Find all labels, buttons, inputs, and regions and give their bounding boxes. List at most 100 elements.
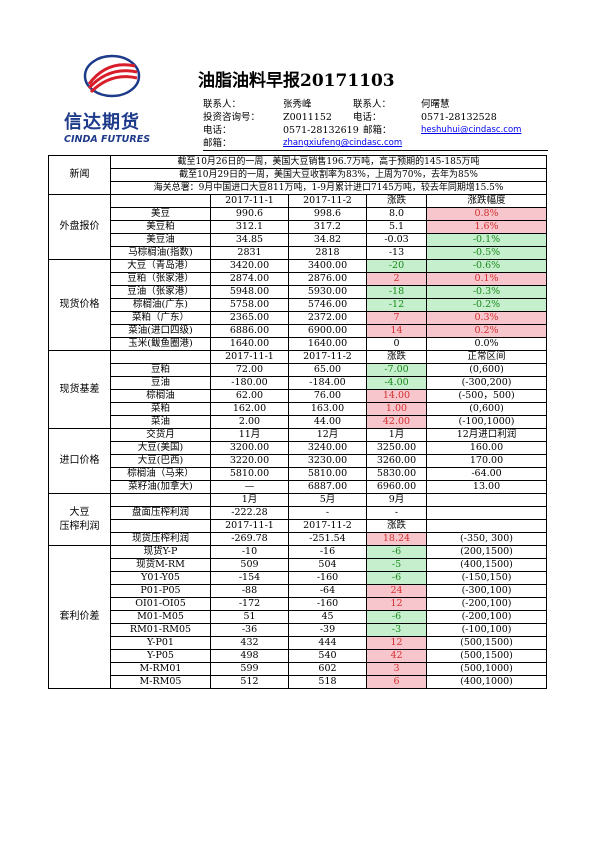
cell-value: 998.6	[288, 207, 367, 221]
cell-value: -10	[210, 545, 289, 559]
cell-value: 6886.00	[210, 324, 289, 338]
cell-value: -88	[210, 584, 289, 598]
header-cell: 交货月	[110, 428, 211, 442]
report-header: 信达期货 CINDA FUTURES 油脂油料早报20171103 联系人： 张…	[48, 46, 548, 156]
header-cell: 12月进口利润	[425, 428, 548, 442]
cell-change: 7	[366, 311, 427, 325]
header-cell: 涨跌	[366, 350, 427, 364]
cell-value: 5930.00	[288, 285, 367, 299]
cell-change: 12	[366, 597, 427, 611]
header-cell: 涨跌	[366, 194, 427, 208]
crush-label-line1: 大豆	[69, 506, 90, 518]
table-row: 豆油（张家港） 5948.00 5930.00 -18 -0.3%	[49, 285, 548, 299]
cell-percent: 1.6%	[425, 220, 548, 234]
cell-value: 2818	[288, 246, 367, 260]
cell-value: 5758.00	[210, 298, 289, 312]
table-row: 美豆 990.6 998.6 8.0 0.8%	[49, 207, 548, 221]
cell-value: -	[288, 506, 367, 520]
email-link-1[interactable]: zhangxiufeng@cindasc.com	[283, 138, 403, 148]
header-cell: 5月	[288, 493, 367, 507]
cell-value: -184.00	[288, 376, 367, 390]
cell-value: 498	[210, 649, 289, 663]
cell-change: 42	[366, 649, 427, 663]
table-row: M-RM01 599 602 3 (500,1000)	[49, 662, 548, 676]
cell-change: -6	[366, 571, 427, 585]
table-row: 盘面压榨利润 -222.28 - -	[49, 506, 548, 520]
row-label: 菜粕	[110, 402, 211, 416]
cell-value: 162.00	[210, 402, 289, 416]
row-label: 大豆(巴西)	[110, 454, 211, 468]
row-label: 豆油	[110, 376, 211, 390]
cell-value: 509	[210, 558, 289, 572]
cell-value: 62.00	[210, 389, 289, 403]
news-line: 截至10月29日的一周，美国大豆收割率为83%，上周为70%，去年为85%	[109, 168, 548, 182]
cell-value: 444	[288, 636, 367, 650]
cell-change: 18.24	[366, 532, 427, 546]
cell-percent: -0.3%	[425, 285, 548, 299]
cell-value: 76.00	[288, 389, 367, 403]
cell-value: 512	[210, 675, 289, 689]
cell-change: 42.00	[366, 415, 427, 429]
report-title: 油脂油料早报20171103	[198, 71, 395, 91]
table-row: M01-M05 51 45 -6 (-200,100)	[49, 610, 548, 624]
cell-value: -269.78	[210, 532, 289, 546]
cell-value: 1640.00	[288, 337, 367, 351]
header-cell: 涨跌幅度	[425, 194, 548, 208]
row-label: 菜粕（广东）	[110, 311, 211, 325]
cell-percent: 0.1%	[425, 272, 548, 286]
news-line: 海关总署：9月中国进口大豆811万吨，1-9月累计进口7145万吨，较去年同期增…	[109, 181, 548, 195]
cell-range: (500,1500)	[425, 649, 548, 663]
logo-en-text: CINDA FUTURES	[64, 134, 151, 145]
cell-range: (-100,100)	[425, 623, 548, 637]
cell-change: -18	[366, 285, 427, 299]
row-label: 盘面压榨利润	[110, 506, 211, 520]
table-row: 现货M-RM 509 504 -5 (400,1500)	[49, 558, 548, 572]
cell-range: (-300,200)	[425, 376, 548, 390]
external-header-row: 外盘报价 2017-11-1 2017-11-2 涨跌 涨跌幅度	[48, 194, 548, 260]
cell-change: -7.00	[366, 363, 427, 377]
cell-value: 5810.00	[210, 467, 289, 481]
cell-profit: 13.00	[425, 480, 548, 494]
news-label: 新闻	[48, 155, 111, 195]
cell-change: -20	[366, 259, 427, 273]
header-cell	[425, 519, 548, 533]
table-row: 美豆油 34.85 34.82 -0.03 -0.1%	[49, 233, 548, 247]
cell-empty	[425, 506, 548, 520]
header-cell: 涨跌	[366, 519, 427, 533]
cell-change: 14.00	[366, 389, 427, 403]
crush-months-row: 大豆 压榨利润 1月 5月 9月	[48, 493, 548, 546]
cell-value: 602	[288, 662, 367, 676]
cell-value: 518	[288, 675, 367, 689]
header-cell: 1月	[210, 493, 289, 507]
cell-range: (500,1500)	[425, 636, 548, 650]
cell-range: (0,600)	[425, 402, 548, 416]
header-cell: 11月	[210, 428, 289, 442]
news-row: 新闻 截至10月26日的一周，美国大豆销售196.7万吨，高于预期的145-18…	[48, 155, 548, 195]
import-label: 进口价格	[48, 428, 111, 494]
cell-value: -36	[210, 623, 289, 637]
row-label: Y01-Y05	[110, 571, 211, 585]
cell-value: -39	[288, 623, 367, 637]
email-link-2[interactable]: heshuhui@cindasc.com	[421, 125, 522, 135]
row-label: RM01-RM05	[110, 623, 211, 637]
cell-change: 24	[366, 584, 427, 598]
row-label: 马棕榈油(指数)	[110, 246, 211, 260]
row-label: 玉米(鲅鱼圈港)	[110, 337, 211, 351]
cell-change: -13	[366, 246, 427, 260]
table-row: P01-P05 -88 -64 24 (-300,100)	[49, 584, 548, 598]
cell-range: (-100,1000)	[425, 415, 548, 429]
cell-range: (0,600)	[425, 363, 548, 377]
row-label: M01-M05	[110, 610, 211, 624]
cell-value: 2.00	[210, 415, 289, 429]
row-label: Y-P01	[110, 636, 211, 650]
row-label: 豆油（张家港）	[110, 285, 211, 299]
table-row: 菜粕（广东） 2365.00 2372.00 7 0.3%	[49, 311, 548, 325]
row-label: 菜籽油(加拿大)	[110, 480, 211, 494]
table-row: 现货压榨利润 -269.78 -251.54 18.24 (-350, 300)	[49, 532, 548, 546]
cell-change: -6	[366, 610, 427, 624]
cell-value: -180.00	[210, 376, 289, 390]
header-cell: 2017-11-2	[288, 194, 367, 208]
cell-value: 5830.00	[366, 467, 427, 481]
row-label: 现货M-RM	[110, 558, 211, 572]
cell-profit: -64.00	[425, 467, 548, 481]
